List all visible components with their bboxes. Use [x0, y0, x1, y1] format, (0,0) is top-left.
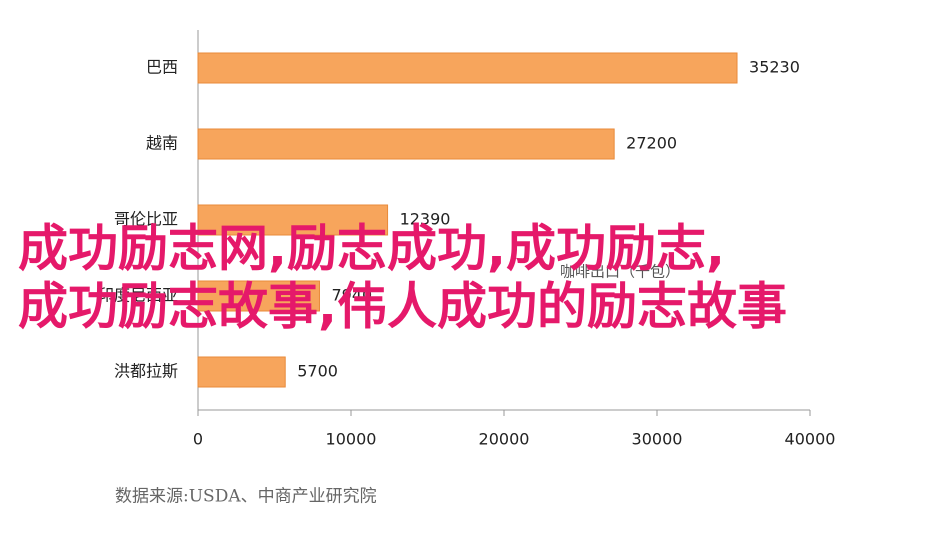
- data-label: 12390: [400, 210, 451, 229]
- data-label: 7940: [331, 286, 372, 305]
- bar: [197, 356, 286, 388]
- x-tick-label: 10000: [326, 430, 377, 449]
- bar: [197, 52, 738, 84]
- bar: [197, 204, 389, 236]
- y-tick-label: 巴西: [146, 58, 178, 77]
- data-label: 5700: [297, 362, 338, 381]
- data-label: 35230: [749, 58, 800, 77]
- x-tick-label: 0: [193, 430, 203, 449]
- y-tick-label: 洪都拉斯: [114, 362, 178, 381]
- bar: [197, 280, 320, 312]
- x-tick-label: 40000: [785, 430, 836, 449]
- y-tick-label: 越南: [146, 134, 178, 153]
- x-tick-label: 20000: [479, 430, 530, 449]
- overlay-text: 成功励志网,励志成功,成功励志,: [18, 220, 725, 278]
- y-tick-label: 印度尼西亚: [98, 286, 178, 305]
- data-label: 27200: [626, 134, 677, 153]
- source: 数据来源:USDA、中商产业研究院: [115, 487, 377, 507]
- bar: [197, 128, 615, 160]
- legend-label: 咖啡出口（千包）: [560, 263, 680, 281]
- x-tick-label: 30000: [632, 430, 683, 449]
- y-tick-label: 哥伦比亚: [114, 210, 178, 229]
- overlay-text: 成功励志故事,伟人成功的励志故事: [18, 278, 787, 336]
